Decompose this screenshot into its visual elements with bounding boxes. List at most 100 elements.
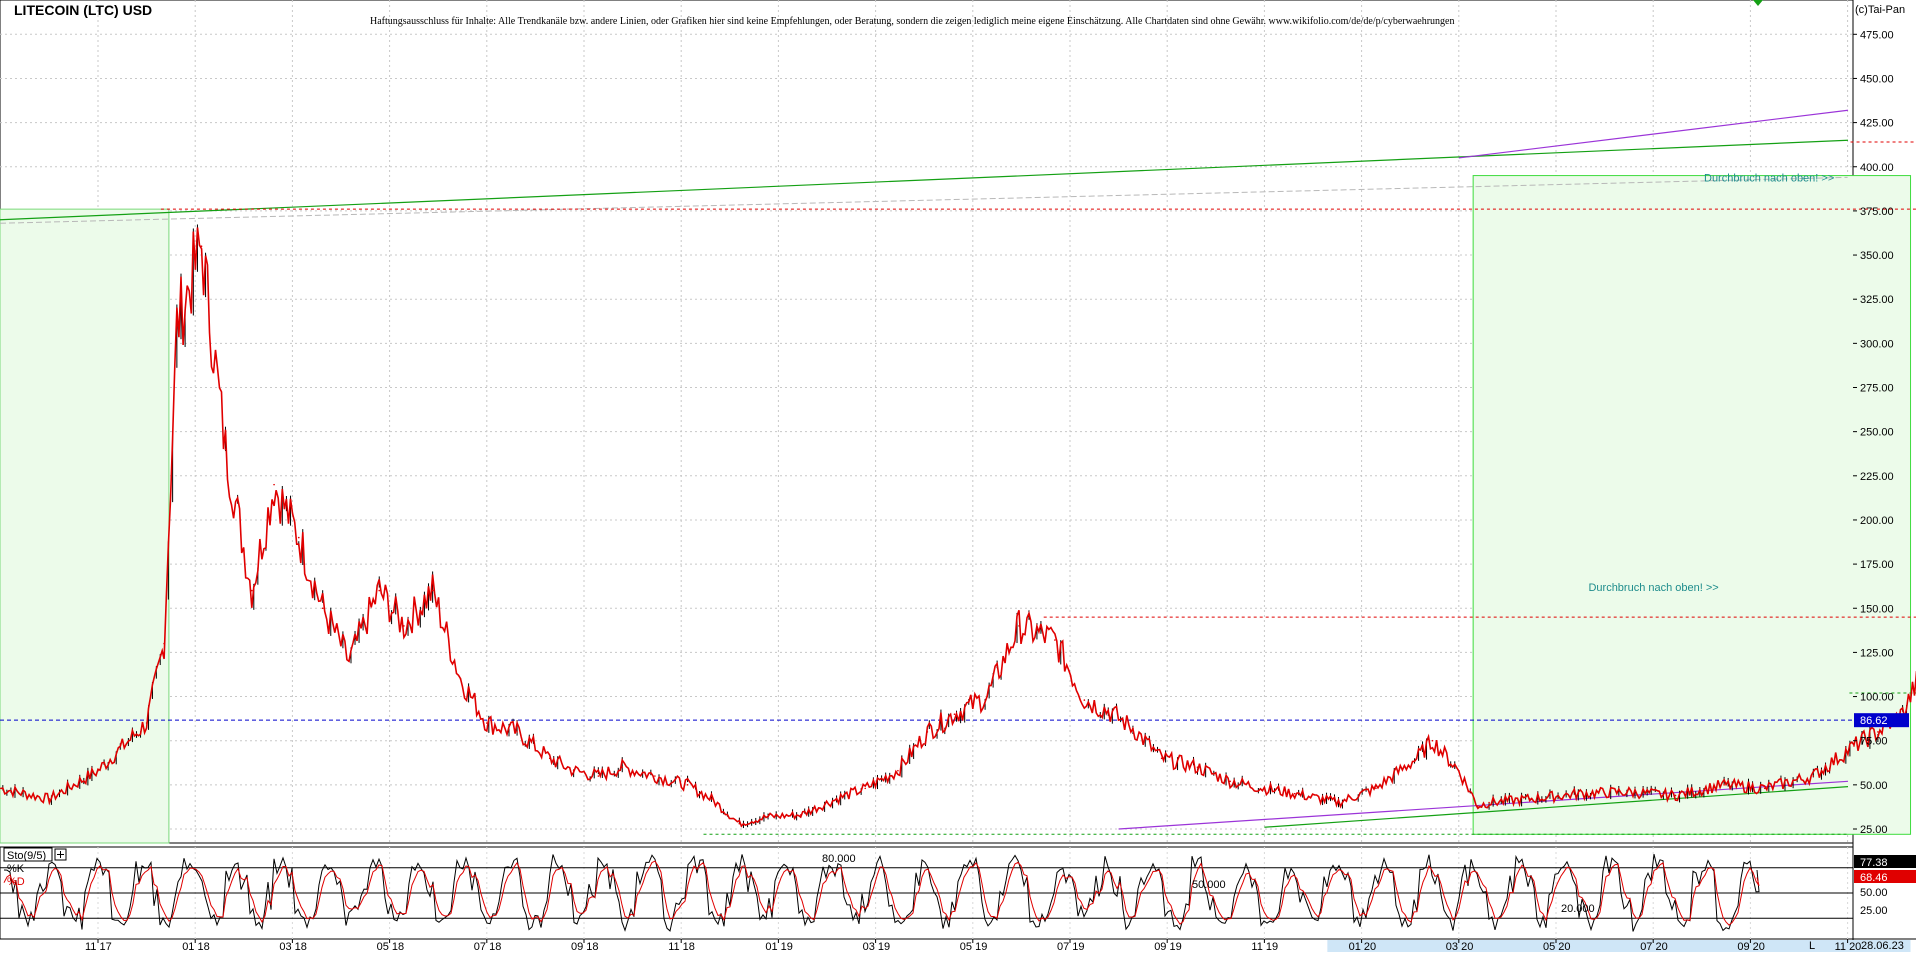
price-point (378, 589, 381, 592)
x-end-marker: L (1809, 940, 1815, 952)
y-tick-label: 300.00 (1860, 338, 1894, 350)
x-tick-label: 09 20 (1737, 941, 1765, 952)
price-point (1337, 801, 1340, 804)
price-point (654, 775, 656, 777)
price-point (176, 324, 178, 327)
x-tick-label: 07 20 (1640, 941, 1668, 952)
price-point (1577, 792, 1580, 795)
price-point (297, 536, 300, 539)
price-point (738, 822, 741, 825)
x-tick-label: 07 18 (474, 941, 502, 952)
price-point (97, 769, 99, 772)
price-point (864, 787, 867, 790)
y-tick-label: 275.00 (1860, 383, 1894, 395)
price-point (1528, 798, 1531, 800)
date-x-axis: 11 17 01 18 03 18 05 18 07 18 09 18 11 18 01 19… (85, 939, 1862, 953)
price-layer (0, 224, 1916, 829)
price-point (572, 769, 575, 772)
stoch-level-50-label: 50.000 (1192, 879, 1226, 891)
price-series-line (0, 227, 1916, 828)
x-tick-label: 07 19 (1057, 941, 1085, 952)
price-point (897, 769, 899, 772)
x-tick-label: 11 20 (1835, 941, 1862, 952)
price-point (1488, 801, 1490, 804)
price-point (1477, 805, 1479, 807)
price-point (163, 642, 165, 645)
y-tick-label: 25.00 (1860, 824, 1888, 836)
price-point (767, 815, 769, 818)
price-point (1431, 739, 1434, 742)
price-point (686, 784, 689, 786)
x-tick-label: 09 19 (1154, 941, 1182, 952)
triangle-down-icon (1753, 0, 1763, 6)
stoch-d-label: %D (7, 876, 25, 888)
x-tick-label: 11 19 (1251, 941, 1278, 952)
price-point (145, 722, 148, 724)
support-line-green-lower (1264, 786, 1849, 828)
y-tick-label: 75.00 (1860, 736, 1888, 748)
y-tick-label: 400.00 (1860, 162, 1894, 174)
price-point (1054, 639, 1056, 641)
price-point (926, 731, 929, 733)
price-point (486, 722, 488, 724)
y-tick-label: 175.00 (1860, 559, 1894, 571)
price-point (348, 660, 350, 663)
price-point (0, 787, 2, 790)
resistance-trendline-green (0, 139, 1849, 221)
price-point (1229, 780, 1231, 783)
stochastic-title: Sto(9/5) (7, 850, 46, 862)
x-range-end-label: 28.06.23 (1861, 940, 1904, 952)
x-tick-label: 09 18 (571, 941, 599, 952)
price-point (403, 625, 405, 627)
price-point (200, 245, 203, 248)
price-point (1375, 787, 1377, 790)
x-tick-label: 01 19 (765, 941, 793, 952)
stoch-d-line (3, 860, 1760, 926)
price-point (953, 713, 956, 716)
shaded-zone-2 (1472, 175, 1912, 835)
x-tick-label: 03 20 (1446, 941, 1474, 952)
price-point (1877, 731, 1879, 733)
annotation-breakout-1: Durchbruch nach oben! >> (1704, 172, 1834, 184)
stoch-ytick-50: 50.00 (1860, 887, 1888, 899)
price-point (621, 766, 624, 768)
price-point (1674, 794, 1677, 797)
stoch-k-value: 77.38 (1860, 857, 1888, 869)
price-point (321, 607, 324, 610)
y-tick-label: 475.00 (1860, 29, 1894, 41)
price-point (1018, 625, 1020, 627)
price-point (1132, 727, 1134, 730)
price-point (1263, 787, 1266, 790)
y-tick-label: 350.00 (1860, 250, 1894, 262)
chart-title: LITECOIN (LTC) USD (14, 2, 152, 18)
price-point (1196, 766, 1199, 768)
y-tick-label: 425.00 (1860, 118, 1894, 130)
price-point (1107, 709, 1110, 712)
price-point (1853, 745, 1855, 747)
price-point (1160, 757, 1163, 760)
price-point (431, 589, 434, 592)
copyright-label: (c)Tai-Pan (1855, 4, 1905, 16)
y-tick-label: 150.00 (1860, 603, 1894, 615)
shaded-zone-1 (0, 208, 170, 844)
y-tick-label: 125.00 (1860, 647, 1894, 659)
x-axis-highlight (1327, 940, 1911, 952)
stoch-ytick-25: 25.00 (1860, 905, 1888, 917)
stoch-level-20-label: 20.000 (1561, 903, 1595, 915)
x-tick-label: 05 20 (1543, 941, 1571, 952)
x-tick-label: 11 17 (85, 941, 112, 952)
y-tick-label: 250.00 (1860, 427, 1894, 439)
y-tick-label: 200.00 (1860, 515, 1894, 527)
x-tick-label: 03 19 (863, 941, 891, 952)
x-tick-label: 01 20 (1349, 941, 1377, 952)
stoch-level-80-label: 80.000 (822, 853, 856, 865)
price-point (986, 695, 988, 698)
trend-lines (0, 109, 1916, 835)
price-point (548, 757, 551, 760)
price-point (1083, 699, 1086, 701)
x-tick-label: 03 18 (279, 941, 307, 952)
x-tick-label: 05 19 (960, 941, 988, 952)
channel-line-purple-upper (1458, 109, 1849, 159)
